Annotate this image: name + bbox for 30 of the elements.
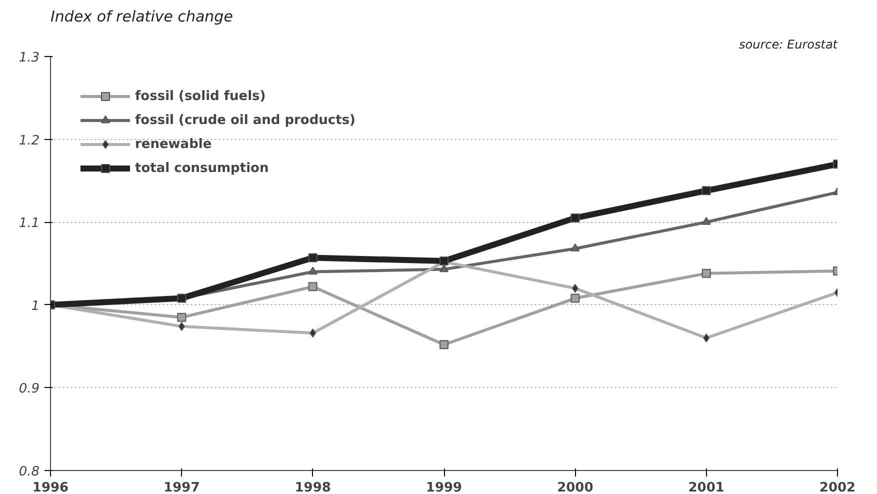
- y-tick-label: 0.9: [18, 382, 40, 397]
- y-tick-label: 1: [31, 298, 40, 314]
- x-tick-label: 1999: [426, 480, 462, 494]
- x-tick-label: 1996: [32, 480, 69, 494]
- x-tick-label: 1998: [294, 480, 331, 494]
- x-tick-label: 2000: [557, 480, 594, 494]
- x-tick-label: 2002: [819, 480, 856, 494]
- point: [308, 253, 318, 262]
- point: [570, 213, 580, 222]
- chart-subtitle: Index of relative change: [50, 8, 233, 26]
- point: [702, 216, 711, 225]
- legend-label: renewable: [135, 136, 212, 152]
- source-note: source: Eurostat: [739, 38, 839, 52]
- y-tick-label: 0.8: [18, 464, 40, 480]
- x-tick-label: 1997: [164, 480, 200, 494]
- point: [702, 268, 711, 278]
- point: [177, 312, 186, 322]
- point: [570, 243, 580, 252]
- y-tick-label: 1.1: [18, 216, 40, 232]
- x-tick-label: 2001: [688, 480, 724, 494]
- y-tick-label: 1.2: [18, 133, 40, 148]
- legend-label: fossil (solid fuels): [135, 88, 266, 104]
- legend-label: fossil (crude oil and products): [135, 112, 356, 128]
- point: [308, 282, 318, 292]
- point: [440, 340, 448, 350]
- point: [570, 294, 580, 303]
- y-tick-label: 1.3: [18, 50, 40, 66]
- point: [308, 266, 318, 275]
- legend-label: total consumption: [135, 160, 269, 176]
- point: [702, 186, 711, 196]
